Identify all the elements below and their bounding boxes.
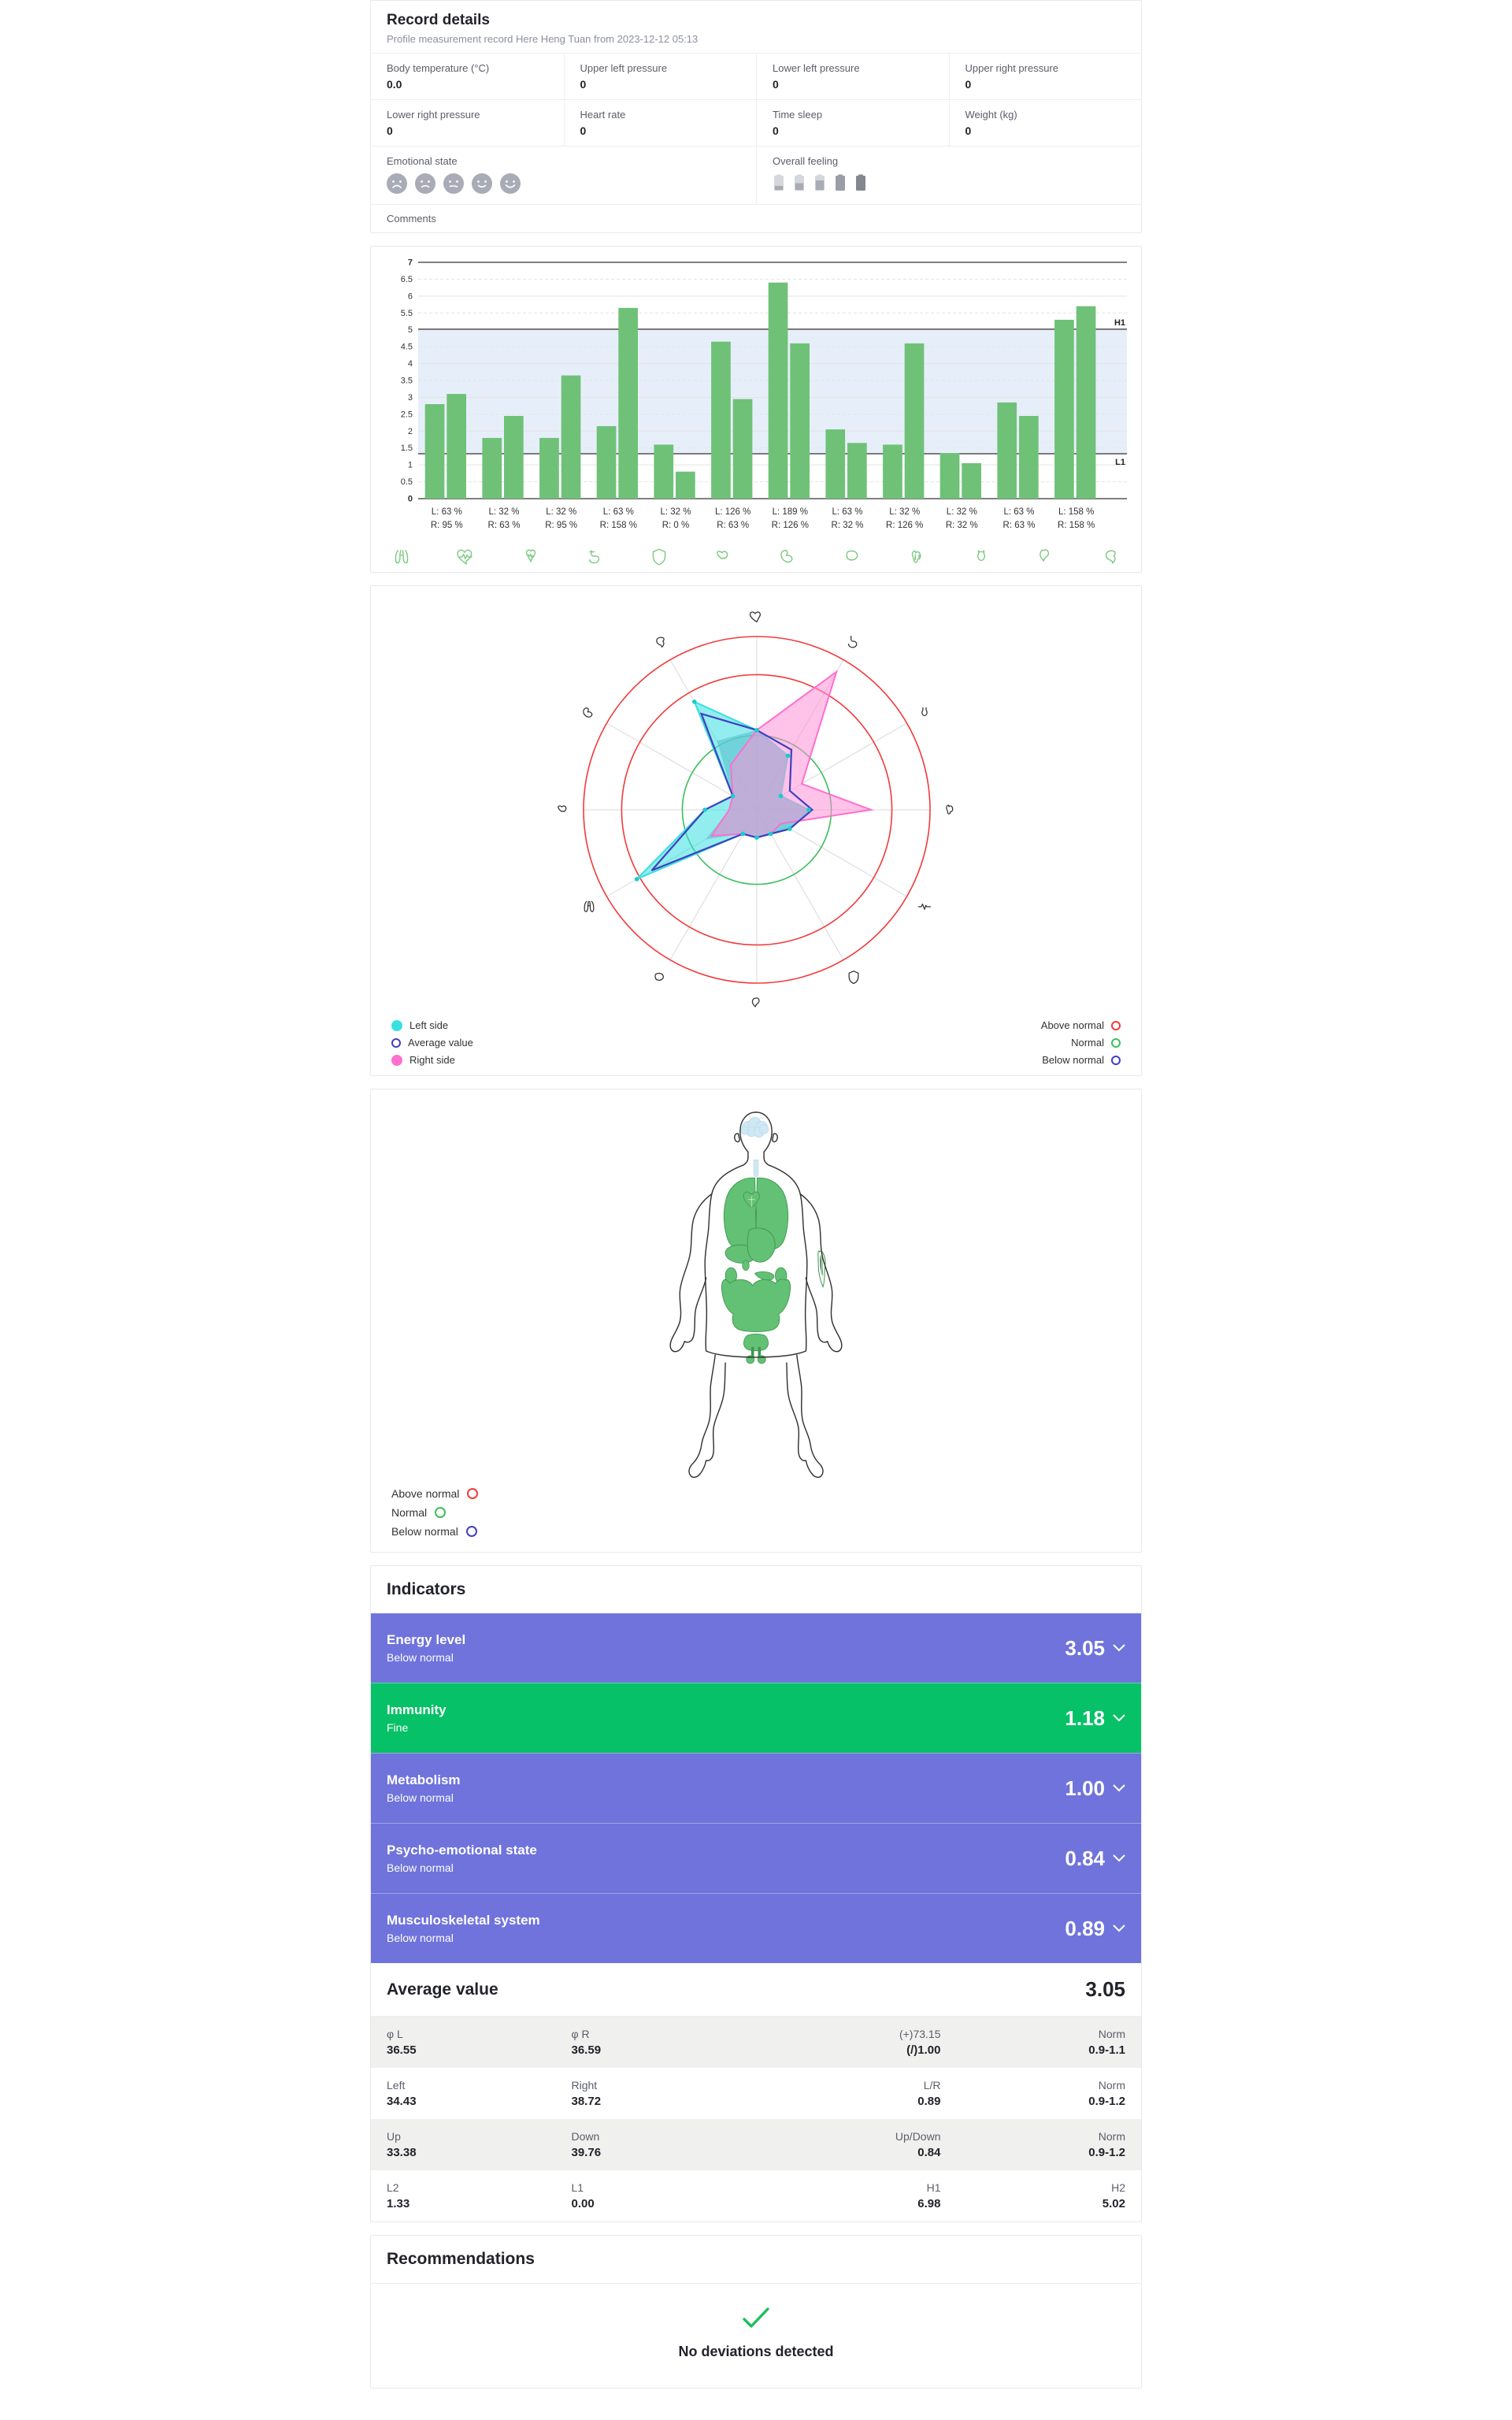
svg-text:7: 7 [408,258,413,268]
svg-text:L: 63 %: L: 63 % [432,507,462,517]
svg-text:6: 6 [408,291,413,301]
svg-text:4.5: 4.5 [401,343,413,352]
svg-text:2.5: 2.5 [401,410,413,419]
svg-text:4: 4 [408,359,413,369]
svg-text:R: 63 %: R: 63 % [488,521,521,530]
svg-text:L: 32 %: L: 32 % [546,507,576,517]
svg-text:R: 0 %: R: 0 % [662,521,690,530]
svg-text:5: 5 [408,325,413,335]
svg-text:L: 63 %: L: 63 % [832,507,863,517]
svg-text:R: 126 %: R: 126 % [886,521,923,530]
svg-text:L: 32 %: L: 32 % [661,507,691,517]
svg-text:R: 126 %: R: 126 % [772,521,809,530]
svg-text:L: 126 %: L: 126 % [715,507,750,517]
svg-text:L: 158 %: L: 158 % [1058,507,1094,517]
svg-text:L: 32 %: L: 32 % [889,507,920,517]
svg-text:R: 63 %: R: 63 % [1003,521,1036,530]
svg-text:L: 189 %: L: 189 % [773,507,808,517]
svg-text:6.5: 6.5 [401,275,413,284]
svg-text:0.5: 0.5 [401,477,413,487]
svg-text:L: 63 %: L: 63 % [603,507,634,517]
svg-text:R: 95 %: R: 95 % [431,521,463,530]
svg-text:R: 63 %: R: 63 % [717,521,749,530]
svg-text:R: 158 %: R: 158 % [1058,521,1095,530]
svg-text:L: 32 %: L: 32 % [947,507,977,517]
svg-text:R: 32 %: R: 32 % [946,521,978,530]
svg-text:3.5: 3.5 [401,377,413,386]
svg-text:R: 32 %: R: 32 % [832,521,864,530]
svg-text:L: 63 %: L: 63 % [1004,507,1035,517]
svg-text:1.5: 1.5 [401,444,413,453]
svg-text:R: 158 %: R: 158 % [600,521,637,530]
svg-text:5.5: 5.5 [401,309,413,318]
svg-text:3: 3 [408,393,413,403]
svg-text:L1: L1 [1115,458,1125,467]
svg-text:1: 1 [408,461,413,470]
svg-text:0: 0 [408,495,413,504]
svg-text:H1: H1 [1114,318,1125,328]
svg-text:R: 95 %: R: 95 % [545,521,577,530]
svg-text:2: 2 [408,427,413,436]
svg-text:L: 32 %: L: 32 % [489,507,520,517]
